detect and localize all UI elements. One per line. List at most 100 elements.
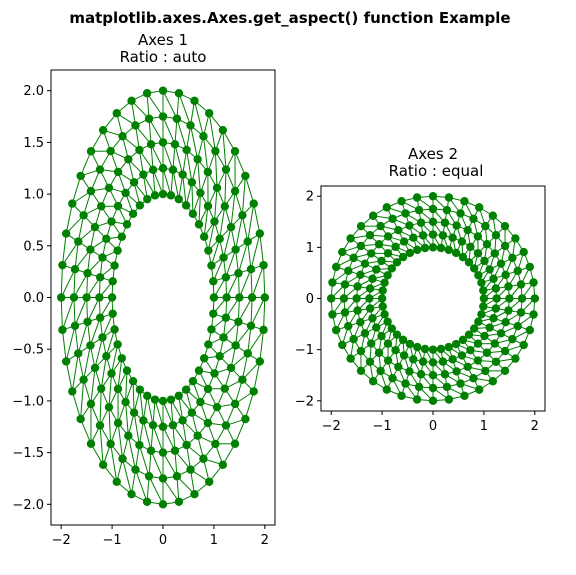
data-point [517, 294, 527, 303]
mesh-diagonal-line [90, 367, 96, 404]
data-point [222, 293, 231, 302]
data-point [368, 314, 377, 323]
data-point [349, 253, 358, 263]
data-point [464, 330, 474, 339]
data-point [150, 395, 160, 404]
data-point [338, 340, 347, 350]
axes-1-y-ticks: −2.0 −1.5 −1.0 −0.5 0.0 0.5 1.0 1.5 2.0 [12, 84, 51, 513]
mesh-diagonal-line [74, 297, 88, 326]
axes-2-title-line1: Axes 2 [408, 145, 458, 163]
data-point [122, 220, 132, 229]
data-point [444, 342, 453, 352]
data-point [340, 308, 350, 317]
y-tick-label: 0.5 [23, 239, 44, 254]
data-point [211, 146, 220, 156]
data-point [466, 346, 475, 355]
data-point [504, 282, 513, 291]
mesh-diagonal-line [226, 273, 239, 298]
x-tick-label: 1 [210, 533, 218, 548]
data-point [243, 349, 252, 358]
data-point [328, 310, 337, 319]
data-point [500, 346, 510, 356]
data-point [382, 203, 391, 212]
data-point [95, 165, 105, 174]
mesh-ring-line [244, 391, 255, 420]
data-point [249, 387, 258, 396]
data-point [86, 186, 96, 196]
data-point [513, 266, 522, 276]
y-tick-label: 1 [306, 241, 314, 256]
data-point [530, 294, 540, 303]
data-point [117, 354, 127, 363]
data-point [231, 245, 240, 254]
axes-1: Axes 1 Ratio : auto −2 −1 0 1 2 −2.0 −1.5 −1.0… [12, 31, 276, 548]
data-point [90, 222, 100, 232]
data-point [372, 265, 381, 274]
data-point [193, 155, 202, 164]
data-point [209, 277, 218, 286]
data-point [150, 191, 160, 200]
data-point [255, 229, 265, 238]
data-point [326, 294, 336, 303]
data-point [399, 237, 409, 246]
mesh-diagonal-line [225, 249, 237, 278]
data-point [458, 335, 468, 345]
mesh-ring-line [83, 190, 92, 216]
data-point [74, 349, 83, 358]
data-point [186, 465, 195, 474]
data-point [442, 382, 452, 392]
mesh-diagonal-line [162, 116, 176, 145]
data-point [378, 302, 387, 311]
mesh-diagonal-line [162, 400, 174, 426]
mesh-diagonal-line [237, 297, 253, 323]
mesh-diagonal-line [172, 169, 180, 200]
data-point [205, 109, 214, 118]
data-point [525, 262, 535, 272]
data-point [401, 379, 410, 388]
data-point [367, 249, 376, 258]
data-point [104, 183, 114, 193]
data-point [107, 293, 117, 302]
data-point [473, 356, 483, 365]
data-point [98, 333, 107, 342]
data-point [394, 362, 403, 372]
data-point [398, 335, 408, 345]
data-point [479, 294, 489, 303]
mesh-ring-line [244, 175, 255, 204]
data-point [356, 221, 366, 231]
data-point [508, 334, 517, 344]
x-tick-label: 2 [261, 533, 269, 548]
mesh-diagonal-line [241, 175, 246, 216]
data-point [110, 325, 119, 334]
y-tick-label: 2 [306, 190, 314, 205]
data-point [368, 274, 377, 283]
data-point [481, 366, 490, 376]
data-point [95, 421, 105, 430]
data-point [203, 384, 213, 394]
data-point [112, 109, 121, 118]
data-point [466, 242, 475, 251]
data-point [230, 147, 240, 156]
y-tick-label: −2.0 [12, 498, 44, 513]
data-point [414, 382, 424, 392]
axes-2-y-ticks: −2 −1 0 1 2 [295, 190, 321, 409]
mesh-diagonal-line [80, 379, 85, 420]
data-point [135, 145, 144, 155]
mesh-ring-line [234, 379, 243, 405]
mesh-spoke-line [150, 425, 154, 451]
data-point [460, 391, 469, 400]
data-point [331, 325, 341, 335]
data-point [428, 358, 438, 367]
data-point [448, 233, 457, 242]
data-point [170, 446, 180, 455]
data-point [428, 383, 438, 393]
data-point [501, 318, 510, 327]
data-point [469, 374, 478, 383]
mesh-diagonal-line [162, 90, 178, 119]
x-tick-label: 0 [159, 533, 167, 548]
data-point [452, 367, 461, 376]
data-point [158, 396, 168, 406]
mesh-diagonal-line [65, 214, 84, 234]
mesh-ring-line [234, 151, 246, 177]
data-point [356, 241, 366, 251]
